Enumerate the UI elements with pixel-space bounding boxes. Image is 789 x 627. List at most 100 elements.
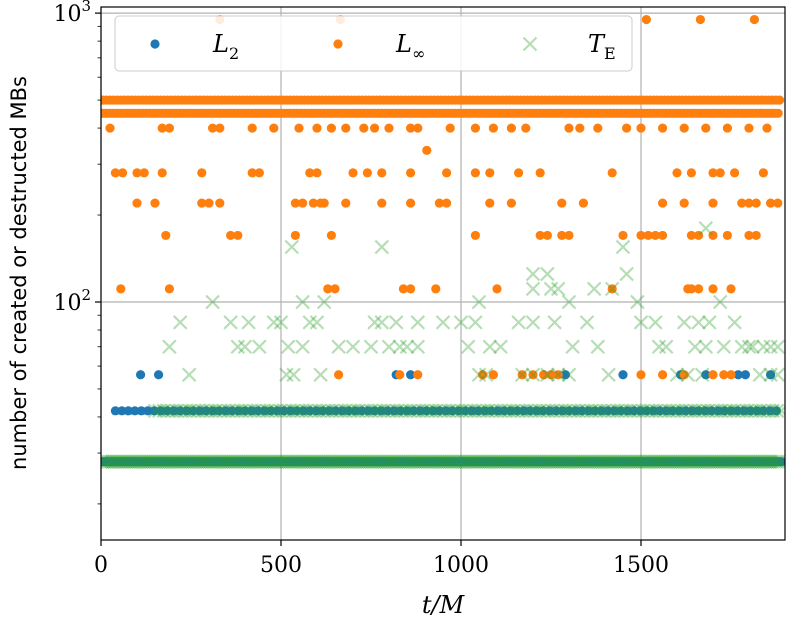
data-point-T_E xyxy=(737,542,750,555)
data-point-T_E xyxy=(363,454,379,469)
data-point-T_E xyxy=(173,403,189,419)
data-point-T_E xyxy=(404,542,417,555)
data-point-T_E xyxy=(324,403,340,419)
data-point-L_2 xyxy=(344,406,354,416)
data-point-T_E xyxy=(424,454,439,469)
data-point-T_E xyxy=(629,454,644,469)
data-point-T_E xyxy=(143,454,158,469)
data-point-T_E xyxy=(195,542,208,555)
data-point-T_E xyxy=(514,542,527,555)
data-point-L_inf xyxy=(679,198,689,208)
data-point-L_2 xyxy=(668,406,678,416)
data-point-T_E xyxy=(320,403,336,419)
data-point-L_2 xyxy=(613,544,622,553)
data-point-L_2 xyxy=(248,544,257,553)
data-point-L_2 xyxy=(685,544,694,553)
data-point-T_E xyxy=(361,454,377,469)
data-point-T_E xyxy=(120,542,133,555)
data-point-T_E xyxy=(508,454,523,469)
data-point-L_2 xyxy=(395,406,406,416)
data-point-T_E xyxy=(563,542,576,555)
data-point-T_E xyxy=(555,454,571,469)
data-point-L_2 xyxy=(259,406,270,416)
data-point-T_E xyxy=(458,454,474,469)
data-point-T_E xyxy=(543,281,559,297)
data-point-T_E xyxy=(518,542,531,555)
data-point-T_E xyxy=(561,542,574,555)
data-point-L_2 xyxy=(275,544,284,553)
data-point-T_E xyxy=(719,542,732,555)
data-point-T_E xyxy=(295,339,310,355)
data-point-T_E xyxy=(273,403,288,419)
data-point-T_E xyxy=(635,403,651,419)
data-point-T_E xyxy=(186,454,202,469)
data-point-T_E xyxy=(497,403,513,419)
data-point-T_E xyxy=(592,403,608,419)
data-point-L_2 xyxy=(564,406,574,416)
data-point-L_2 xyxy=(583,406,594,416)
data-point-L_inf xyxy=(164,123,174,133)
data-point-L_2 xyxy=(219,544,228,553)
data-point-T_E xyxy=(343,542,356,555)
data-point-T_E xyxy=(307,403,323,419)
data-point-T_E xyxy=(260,454,275,469)
data-point-T_E xyxy=(280,339,296,355)
data-point-L_2 xyxy=(332,544,341,553)
data-point-T_E xyxy=(350,454,366,469)
data-point-T_E xyxy=(260,403,275,419)
data-point-T_E xyxy=(177,403,193,419)
data-point-T_E xyxy=(521,454,536,469)
data-point-L_2 xyxy=(590,544,599,553)
data-point-T_E xyxy=(348,542,361,555)
data-point-T_E xyxy=(368,403,383,419)
data-point-T_E xyxy=(234,454,249,469)
data-point-T_E xyxy=(279,367,294,383)
data-point-L_2 xyxy=(408,406,419,416)
data-point-T_E xyxy=(225,403,241,419)
data-point-L_2 xyxy=(462,544,471,553)
data-point-T_E xyxy=(374,454,390,469)
data-point-T_E xyxy=(493,403,508,419)
data-point-L_2 xyxy=(620,544,629,553)
data-point-T_E xyxy=(689,454,705,469)
data-point-L_2 xyxy=(208,544,217,553)
data-point-T_E xyxy=(605,403,621,419)
data-point-L_2 xyxy=(467,544,476,553)
data-point-T_E xyxy=(313,367,328,383)
data-point-L_2 xyxy=(496,544,505,553)
data-point-T_E xyxy=(229,403,245,419)
data-point-L_2 xyxy=(177,544,186,553)
data-point-L_inf xyxy=(607,284,617,294)
data-point-L_2 xyxy=(272,406,282,416)
data-point-T_E xyxy=(231,454,247,469)
data-point-L_inf xyxy=(672,168,682,178)
data-point-L_2 xyxy=(298,406,308,416)
data-point-L_2 xyxy=(473,544,482,553)
data-point-T_E xyxy=(741,339,757,355)
data-point-T_E xyxy=(519,542,532,555)
data-point-L_inf xyxy=(564,123,574,133)
data-point-L_2 xyxy=(473,406,483,416)
data-point-L_2 xyxy=(701,544,710,553)
data-point-T_E xyxy=(581,454,597,469)
data-point-L_2 xyxy=(393,544,402,553)
data-point-L_2 xyxy=(765,406,775,416)
data-point-L_2 xyxy=(190,544,199,553)
data-point-T_E xyxy=(239,542,252,555)
data-point-L_inf xyxy=(650,230,661,241)
data-point-T_E xyxy=(620,454,636,469)
data-point-T_E xyxy=(410,542,423,555)
data-point-L_2 xyxy=(267,544,276,553)
data-point-T_E xyxy=(761,542,774,555)
data-point-T_E xyxy=(413,454,428,469)
data-point-L_2 xyxy=(733,370,743,380)
data-point-L_2 xyxy=(246,544,255,553)
data-point-T_E xyxy=(570,542,583,555)
data-point-T_E xyxy=(338,542,351,555)
data-point-L_inf xyxy=(445,123,455,133)
data-point-T_E xyxy=(113,542,126,555)
data-point-L_2 xyxy=(262,544,271,553)
data-point-T_E xyxy=(735,454,750,469)
data-point-T_E xyxy=(553,403,569,419)
data-point-T_E xyxy=(201,542,214,555)
